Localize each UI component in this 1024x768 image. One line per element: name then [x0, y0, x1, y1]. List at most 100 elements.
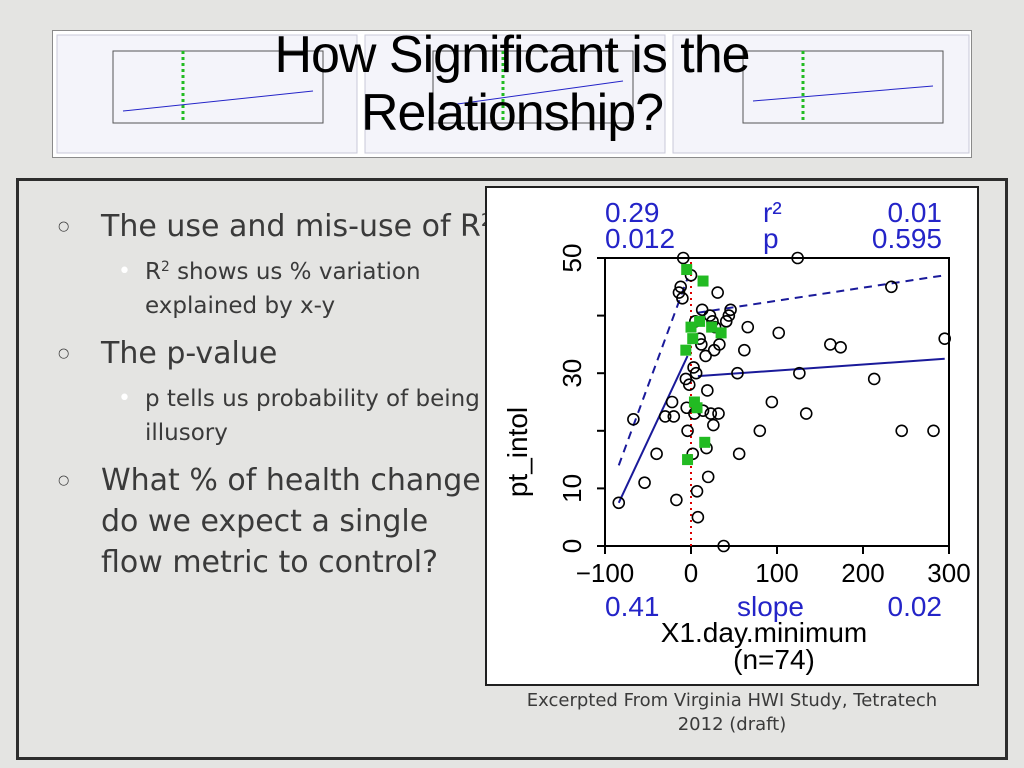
- highlight-point: [694, 315, 706, 327]
- y-tick-label: 30: [557, 359, 587, 388]
- data-point: [772, 326, 786, 340]
- bullet-health-change: ○ What % of health change do we expect a…: [56, 460, 496, 583]
- data-point: [690, 484, 704, 498]
- bullet-p-value: ○ The p-value: [56, 333, 496, 374]
- y-tick-label: 0: [557, 539, 587, 553]
- data-point: [679, 372, 693, 386]
- data-point: [867, 372, 881, 386]
- data-point: [717, 539, 730, 553]
- bullet-r2: ○ The use and mis-use of R2: [56, 206, 496, 247]
- data-point: [799, 407, 813, 420]
- stat-r2-left: 0.29: [605, 197, 660, 228]
- highlight-point: [681, 264, 693, 276]
- highlight-point: [699, 436, 711, 448]
- scatter-chart-figure: 0.29 0.012 r² p 0.01 0.595 0.41 slope 0.…: [485, 186, 979, 686]
- data-point: [791, 251, 804, 265]
- data-point: [650, 447, 663, 461]
- data-point: [699, 349, 712, 363]
- stat-slope-right: 0.02: [888, 591, 943, 622]
- data-point: [701, 384, 714, 397]
- bullet-text: The use and mis-use of R: [101, 209, 481, 244]
- highlight-point: [691, 402, 703, 414]
- superscript: 2: [160, 259, 170, 275]
- data-point: [765, 395, 779, 409]
- x-tick-label: 300: [927, 558, 970, 588]
- stat-p-right: 0.595: [872, 223, 942, 254]
- stat-p-label: p: [763, 223, 779, 254]
- data-point: [938, 332, 952, 345]
- highlight-point: [697, 275, 709, 287]
- data-point: [676, 251, 690, 265]
- title-line-2: Relationship?: [360, 84, 664, 142]
- data-point: [658, 410, 672, 423]
- data-point: [824, 338, 837, 351]
- data-point: [670, 493, 683, 507]
- highlight-point: [706, 321, 718, 333]
- data-point: [834, 340, 847, 354]
- data-point: [741, 320, 755, 334]
- bullet-text-rest: shows us % variation explained by x-y: [145, 259, 421, 319]
- x-axis-n-label: (n=74): [733, 644, 815, 675]
- stat-r2-right: 0.01: [888, 197, 943, 228]
- data-point: [627, 412, 640, 426]
- regression-line-right: [697, 357, 945, 378]
- data-point: [722, 309, 736, 322]
- bullet-list: ○ The use and mis-use of R2 • R2 shows u…: [56, 206, 496, 591]
- stat-r2-label: r²: [763, 197, 782, 228]
- data-point: [689, 366, 703, 380]
- data-point: [695, 303, 709, 317]
- x-tick-label: 100: [755, 558, 798, 588]
- highlight-point: [682, 454, 694, 466]
- data-point: [724, 303, 737, 317]
- bullet-text: R: [145, 259, 161, 285]
- figure-caption: Excerpted From Virginia HWI Study, Tetra…: [485, 689, 979, 737]
- data-point: [704, 407, 718, 420]
- data-point: [927, 424, 940, 438]
- hollow-circle-bullet-icon: ○: [58, 219, 70, 234]
- data-point: [713, 338, 726, 351]
- data-point: [711, 286, 724, 299]
- quantile-line-left: [617, 277, 689, 466]
- x-axis-label: X1.day.minimum: [661, 617, 867, 648]
- highlight-point: [687, 333, 699, 345]
- content-panel: [16, 178, 1008, 760]
- data-point: [665, 395, 679, 409]
- data-point: [681, 424, 694, 438]
- data-point: [885, 280, 898, 294]
- data-point: [695, 338, 708, 351]
- dot-bullet-icon: •: [118, 386, 131, 411]
- banner-thumbnail-plots: [56, 34, 970, 154]
- highlight-point: [685, 321, 697, 333]
- data-point: [701, 470, 715, 484]
- title-line-1: How Significant is the: [274, 26, 750, 84]
- highlight-point: [715, 327, 727, 339]
- data-point: [719, 315, 733, 328]
- bullet-text: What % of health change do we expect a s…: [101, 463, 481, 580]
- bullet-text: The p-value: [101, 336, 278, 371]
- slide-title: How Significant is the Relationship?: [0, 26, 1024, 142]
- sub-bullet-p-probability: • p tells us probability of being illuso…: [56, 382, 496, 450]
- y-axis-label: pt_intol: [502, 407, 533, 497]
- data-point: [731, 366, 744, 380]
- data-point: [687, 361, 700, 374]
- data-point: [612, 496, 626, 510]
- data-point: [638, 476, 651, 489]
- y-tick-label: 50: [557, 244, 587, 273]
- hollow-circle-bullet-icon: ○: [58, 473, 70, 488]
- data-point: [703, 309, 717, 322]
- data-point: [793, 366, 806, 380]
- data-point: [712, 407, 725, 420]
- excerpt-banner-image: [52, 30, 972, 158]
- stat-slope-left: 0.41: [605, 591, 660, 622]
- x-tick-label: 0: [684, 558, 698, 588]
- regression-line-left: [617, 355, 689, 504]
- highlight-point: [680, 344, 692, 356]
- data-point: [753, 424, 767, 438]
- caption-line-1: Excerpted From Virginia HWI Study, Tetra…: [526, 690, 938, 711]
- dot-bullet-icon: •: [118, 259, 131, 284]
- bullet-text: p tells us probability of being illusory: [145, 386, 480, 446]
- hollow-circle-bullet-icon: ○: [58, 346, 70, 361]
- highlight-point: [688, 396, 700, 408]
- caption-line-2: 2012 (draft): [677, 714, 787, 735]
- x-tick-label: 200: [841, 558, 884, 588]
